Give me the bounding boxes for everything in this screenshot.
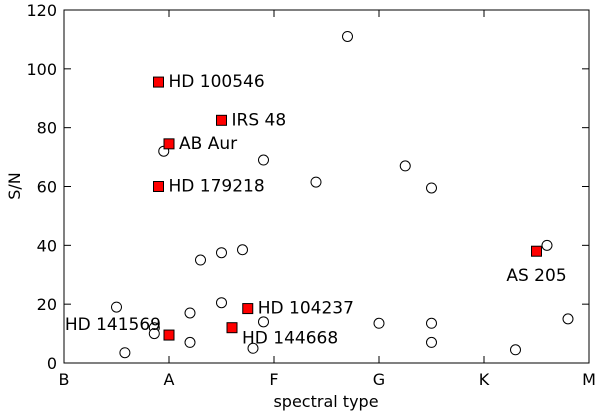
star-label: HD 141569 (65, 315, 161, 335)
data-point (426, 336, 437, 348)
x-tick-label: F (269, 370, 278, 389)
y-tick-label: 0 (47, 354, 57, 373)
data-point (426, 317, 437, 329)
x-tick-label: M (582, 370, 596, 389)
x-tick-label: B (59, 370, 70, 389)
data-point (111, 301, 122, 313)
highlighted-data-point (153, 76, 164, 88)
y-tick-label: 80 (37, 119, 57, 138)
data-points (111, 30, 574, 359)
data-point (148, 328, 160, 340)
data-point (184, 307, 196, 319)
y-tick-label: 100 (26, 60, 57, 79)
x-tick-label: K (479, 370, 490, 389)
highlighted-data-point (163, 329, 175, 341)
star-label: HD 144668 (242, 329, 338, 349)
x-axis-label: spectral type (273, 392, 378, 411)
highlighted-data-point (163, 138, 175, 150)
data-point (258, 316, 269, 328)
y-tick-label: 40 (37, 236, 57, 255)
y-tick-label: 20 (37, 295, 57, 314)
data-point (541, 239, 553, 251)
data-point (426, 182, 437, 194)
annotations: HD 100546 IRS 48 AB Aur HD 179218 HD 104237 H… (65, 72, 567, 349)
data-point (184, 336, 196, 348)
data-point (562, 313, 574, 325)
y-tick-label: 60 (37, 178, 57, 197)
star-label: HD 179218 (169, 177, 265, 197)
highlighted-data-point (226, 322, 238, 334)
y-tick-label: 120 (26, 1, 57, 20)
data-point (310, 176, 322, 188)
data-point (237, 244, 248, 256)
highlighted-data-point (216, 114, 227, 126)
plot-area (63, 9, 590, 364)
data-point (510, 344, 521, 356)
data-point (373, 317, 385, 329)
star-label: HD 104237 (258, 299, 354, 319)
highlighted-data-point (242, 303, 254, 315)
x-tick-label: G (373, 370, 385, 389)
star-label: IRS 48 (232, 110, 287, 130)
y-axis-label: S/N (5, 172, 24, 200)
data-point (399, 160, 411, 172)
data-point (216, 247, 227, 259)
data-point (216, 297, 227, 309)
highlighted-data-point (153, 181, 164, 192)
data-point (342, 30, 353, 42)
data-point (247, 342, 259, 354)
star-label: AS 205 (506, 266, 566, 286)
star-label: AB Aur (179, 134, 237, 154)
star-label: HD 100546 (169, 72, 265, 92)
highlighted-data-point (531, 245, 542, 257)
data-point (258, 154, 269, 166)
y-axis-ticks: 0 20 40 60 80 100 120 (26, 1, 589, 373)
x-tick-label: A (164, 370, 175, 389)
data-point (119, 347, 131, 359)
data-point (195, 254, 206, 266)
